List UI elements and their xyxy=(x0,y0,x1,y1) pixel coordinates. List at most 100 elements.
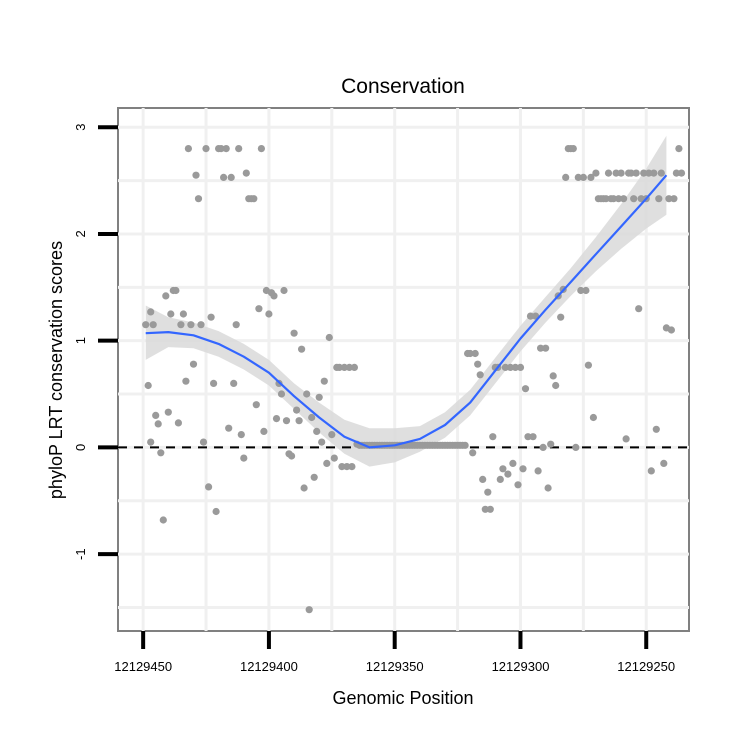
data-point xyxy=(252,401,260,409)
data-point xyxy=(632,169,640,177)
axes: -1 0 1 2 3 12129450 12129400 12129350 12129300 12… xyxy=(73,124,675,674)
data-point xyxy=(504,470,512,478)
data-point xyxy=(174,419,182,427)
data-point xyxy=(544,484,552,492)
data-point xyxy=(217,145,225,153)
data-point xyxy=(640,169,648,177)
data-point xyxy=(192,171,200,179)
data-point xyxy=(479,475,487,483)
data-point xyxy=(315,393,323,401)
data-point xyxy=(194,195,203,203)
data-point xyxy=(521,385,530,393)
smooth-line xyxy=(145,174,668,449)
data-point xyxy=(255,305,263,313)
data-point xyxy=(162,292,170,300)
data-point xyxy=(630,195,638,203)
data-point xyxy=(672,169,681,177)
data-point xyxy=(295,417,303,425)
data-point xyxy=(677,169,686,177)
data-point xyxy=(592,169,600,177)
data-point xyxy=(277,390,286,398)
y-tick-label: 1 xyxy=(73,337,88,344)
data-point xyxy=(577,286,585,295)
data-point xyxy=(501,363,509,371)
data-point xyxy=(338,463,346,471)
data-point xyxy=(149,321,157,329)
data-point xyxy=(187,321,195,329)
data-point xyxy=(237,431,245,439)
data-point xyxy=(159,516,167,524)
x-tick-label: 12129300 xyxy=(492,659,550,674)
data-point xyxy=(534,467,542,475)
chart-title: Conservation xyxy=(341,75,465,98)
data-point xyxy=(476,371,484,379)
data-point xyxy=(177,321,185,329)
data-point xyxy=(549,372,557,380)
x-tick-label: 12129250 xyxy=(617,659,675,674)
data-point xyxy=(582,286,590,295)
data-point xyxy=(499,465,507,473)
data-point xyxy=(308,413,316,422)
data-point xyxy=(547,440,555,448)
data-point xyxy=(557,313,565,321)
data-point xyxy=(506,363,514,371)
data-point xyxy=(627,169,635,177)
data-point xyxy=(604,169,613,177)
y-tick-label: 2 xyxy=(73,230,88,237)
data-point xyxy=(232,321,240,329)
data-point xyxy=(635,305,643,313)
data-point xyxy=(250,195,258,203)
data-point xyxy=(670,195,678,203)
data-point xyxy=(205,483,213,491)
data-point xyxy=(303,390,311,398)
data-point xyxy=(144,381,152,390)
data-point xyxy=(282,417,291,425)
data-point xyxy=(167,310,175,318)
data-point xyxy=(529,433,537,441)
data-point xyxy=(212,507,220,516)
data-point xyxy=(142,321,150,329)
data-point xyxy=(665,195,673,203)
data-point xyxy=(323,459,331,467)
data-point xyxy=(539,443,547,451)
data-point xyxy=(496,475,504,483)
data-point xyxy=(572,443,580,451)
data-point xyxy=(288,452,296,460)
data-point xyxy=(602,195,610,203)
data-point xyxy=(207,313,215,321)
data-point xyxy=(589,413,598,422)
y-tick-label: 0 xyxy=(73,444,88,451)
data-point xyxy=(474,360,482,368)
data-point xyxy=(227,173,235,181)
data-point xyxy=(345,363,353,371)
data-point xyxy=(612,169,620,177)
data-point xyxy=(184,145,192,153)
data-point xyxy=(587,173,595,181)
data-point xyxy=(152,411,160,419)
data-point xyxy=(154,420,162,428)
data-point xyxy=(265,310,273,318)
data-point xyxy=(328,431,336,439)
data-point xyxy=(637,195,645,203)
data-point xyxy=(615,195,623,203)
data-point xyxy=(280,286,288,295)
data-point xyxy=(172,286,180,295)
data-point xyxy=(348,463,356,471)
data-point xyxy=(310,473,318,481)
data-point xyxy=(655,195,663,203)
data-point xyxy=(147,308,155,316)
data-point xyxy=(647,467,655,475)
data-point xyxy=(325,333,333,342)
data-point xyxy=(260,427,268,435)
data-point xyxy=(235,145,243,153)
plot-panel xyxy=(117,107,690,632)
data-point xyxy=(290,329,298,337)
smooth-line-layer xyxy=(145,174,668,449)
data-point xyxy=(230,379,238,387)
data-point xyxy=(537,344,545,352)
data-point xyxy=(313,427,321,435)
data-point xyxy=(622,435,630,443)
data-point xyxy=(300,484,308,492)
data-point xyxy=(524,433,532,441)
